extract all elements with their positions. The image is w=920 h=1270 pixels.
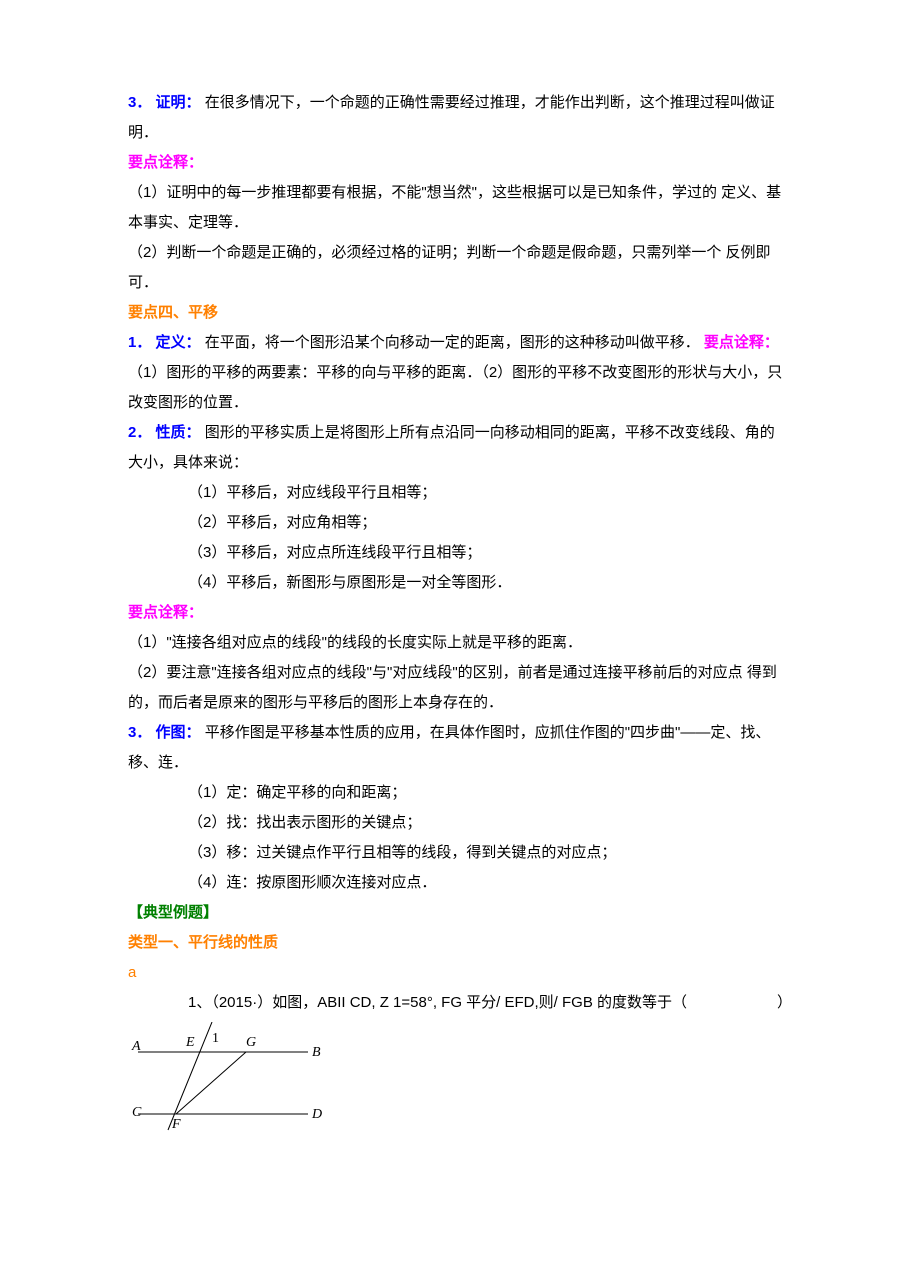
label-text-xingzhi: 性质： [156,424,201,441]
svg-text:D: D [311,1107,322,1122]
para-dingyi: 1． 定义： 在平面，将一个图形沿某个向移动一定的距离，图形的这种移动叫做平移．… [128,328,792,358]
para-zuotu: 3． 作图： 平移作图是平移基本性质的应用，在具体作图时，应抓住作图的"四步曲"… [128,718,792,778]
svg-text:A: A [131,1039,141,1054]
para-zuotu-2: （2）找：找出表示图形的关键点； [128,808,792,838]
para-zuotu-1: （1）定：确定平移的向和距离； [128,778,792,808]
para-xingzhi-note-1: （1）"连接各组对应点的线段"的线段的长度实际上就是平移的距离． [128,628,792,658]
heading-yaodian-si: 要点四、平移 [128,298,792,328]
figure-parallel-lines: 1 A B C D E F G [128,1022,792,1132]
question-1-paren: ） [777,988,792,1018]
question-1-text: 1、（2015·）如图，ABII CD, Z 1=58°, FG 平分/ EFD… [188,988,687,1018]
svg-text:F: F [171,1117,181,1132]
para-dingyi-note: （1）图形的平移的两要素：平移的向与平移的距离．（2）图形的平移不改变图形的形状… [128,358,792,418]
para-proof-definition: 3． 证明： 在很多情况下，一个命题的正确性需要经过推理，才能作出判断，这个推理… [128,88,792,148]
svg-text:G: G [246,1035,256,1050]
text-a: a [128,958,792,988]
heading-leixing-1: 类型一、平行线的性质 [128,928,792,958]
para-zuotu-4: （4）连：按原图形顺次连接对应点． [128,868,792,898]
para-xingzhi: 2． 性质： 图形的平移实质上是将图形上所有点沿同一向移动相同的距离，平移不改变… [128,418,792,478]
svg-text:1: 1 [212,1031,219,1046]
label-number-3: 3． [128,94,151,111]
para-xingzhi-4: （4）平移后，新图形与原图形是一对全等图形． [128,568,792,598]
para-xingzhi-1: （1）平移后，对应线段平行且相等； [128,478,792,508]
para-proof-note-2: （2）判断一个命题是正确的，必须经过格的证明；判断一个命题是假命题，只需列举一个… [128,238,792,298]
heading-yaodian-1: 要点诠释： [128,148,792,178]
label-text-zuotu: 作图： [156,724,201,741]
para-zuotu-3: （3）移：过关键点作平行且相等的线段，得到关键点的对应点； [128,838,792,868]
svg-text:B: B [312,1045,321,1060]
text-xingzhi-body: 图形的平移实质上是将图形上所有点沿同一向移动相同的距离，平移不改变线段、角的 大… [128,424,775,471]
heading-yaodian-2: 要点诠释： [128,598,792,628]
text-proof-body: 在很多情况下，一个命题的正确性需要经过推理，才能作出判断，这个推理过程叫做证明． [128,94,775,141]
label-number-3b: 3． [128,724,151,741]
para-xingzhi-note-2: （2）要注意"连接各组对应点的线段"与"对应线段"的区别，前者是通过连接平移前后… [128,658,792,718]
para-xingzhi-2: （2）平移后，对应角相等； [128,508,792,538]
label-number-2: 2． [128,424,151,441]
svg-text:E: E [185,1035,195,1050]
text-dingyi-body: 在平面，将一个图形沿某个向移动一定的距离，图形的这种移动叫做平移． [205,334,704,351]
heading-dianxing: 【典型例题】 [128,898,792,928]
para-xingzhi-3: （3）平移后，对应点所连线段平行且相等； [128,538,792,568]
para-question-1: 1、（2015·）如图，ABII CD, Z 1=58°, FG 平分/ EFD… [128,988,792,1018]
svg-text:C: C [132,1105,142,1120]
label-number-1: 1． [128,334,151,351]
text-dingyi-tail: 要点诠释： [704,334,779,351]
text-zuotu-body: 平移作图是平移基本性质的应用，在具体作图时，应抓住作图的"四步曲"——定、找、 … [128,724,770,771]
para-proof-note-1: （1）证明中的每一步推理都要有根据，不能"想当然"，这些根据可以是已知条件，学过… [128,178,792,238]
label-text-proof: 证明： [156,94,201,111]
label-text-dingyi: 定义： [156,334,201,351]
